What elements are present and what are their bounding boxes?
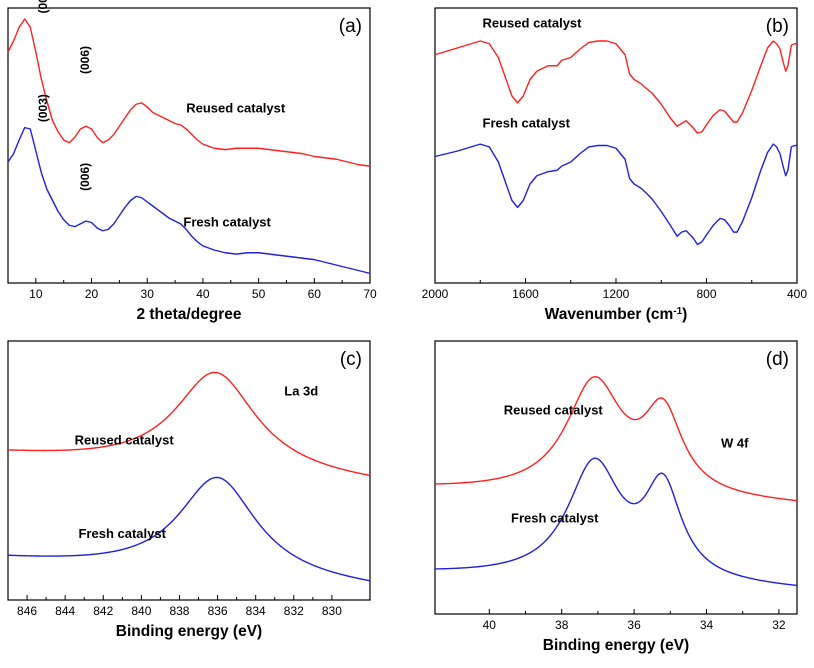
series-label: Fresh catalyst [483, 116, 571, 131]
x-tick-label: 832 [284, 604, 304, 618]
x-axis-label: Wavenumber (cm-1) [545, 306, 688, 324]
panel-a: 10 20 30 40 50 60 70 2 theta/degree (a) (003) (006… [7, 0, 377, 323]
panel-label: (b) [766, 16, 789, 37]
plot-frame [7, 340, 371, 601]
series-label: Reused catalyst [483, 15, 583, 30]
peak-index-label: (003) [36, 94, 50, 122]
panel-c: 846 844 842 840 838 836 834 832 830 Binding energ… [7, 340, 371, 640]
x-axis-label: 2 theta/degree [136, 306, 241, 323]
peak-index-label: (003) [36, 0, 50, 14]
x-tick-label: 40 [196, 287, 210, 301]
panel-label: (d) [766, 349, 789, 370]
panel-label: (c) [340, 349, 362, 370]
series-line-fresh [7, 126, 371, 275]
x-tick-label: 30 [141, 287, 155, 301]
x-tick-label: 842 [93, 604, 113, 618]
x-tick-label: 20 [85, 287, 99, 301]
plot-frame [434, 340, 798, 615]
series-label: Fresh catalyst [183, 215, 271, 230]
x-tick-label: 400 [787, 287, 807, 301]
x-tick-label: 38 [555, 618, 569, 632]
x-tick-label: 838 [169, 604, 189, 618]
x-tick-label: 844 [55, 604, 75, 618]
series-line-reused [7, 18, 371, 167]
x-tick-label: 70 [363, 287, 377, 301]
series-line-fresh [434, 143, 797, 246]
panel-b: 2000 1600 1200 800 400 Wavenumber (cm-1) (b) Re… [422, 7, 807, 324]
x-tick-label: 836 [208, 604, 228, 618]
series-line-fresh [434, 457, 798, 587]
series-label: Fresh catalyst [78, 526, 166, 541]
x-tick-label: 800 [696, 287, 716, 301]
x-tick-label: 840 [131, 604, 151, 618]
series-line-reused [434, 40, 797, 134]
x-tick-label: 34 [700, 618, 714, 632]
peak-index-label: (006) [78, 46, 92, 74]
element-annotation: La 3d [284, 383, 318, 398]
series-line-fresh [7, 476, 371, 582]
x-axis-label-superscript: -1 [673, 306, 682, 317]
series-label: Reused catalyst [186, 101, 286, 116]
peak-index-label: (006) [78, 163, 92, 191]
x-tick-label: 36 [627, 618, 641, 632]
panel-d: 40 38 36 34 32 Binding energy (eV) (d) Reused c… [434, 340, 798, 654]
x-tick-label: 10 [29, 287, 43, 301]
panel-label: (a) [339, 16, 362, 37]
plot-frame [7, 7, 371, 284]
x-tick-label: 32 [772, 618, 786, 632]
plot-frame [434, 7, 798, 284]
x-tick-label: 846 [17, 604, 37, 618]
x-tick-label: 830 [322, 604, 342, 618]
series-label: Reused catalyst [75, 433, 175, 448]
x-tick-label: 2000 [422, 287, 449, 301]
x-axis-label: Binding energy (eV) [543, 637, 689, 654]
x-tick-label: 1200 [603, 287, 630, 301]
element-annotation: W 4f [721, 435, 749, 450]
series-label: Reused catalyst [504, 403, 604, 418]
x-tick-label: 1600 [512, 287, 539, 301]
x-tick-label: 60 [308, 287, 322, 301]
series-line-reused [7, 371, 371, 477]
x-tick-label: 50 [252, 287, 266, 301]
x-tick-label: 834 [246, 604, 266, 618]
series-label: Fresh catalyst [511, 511, 599, 526]
x-axis-label: Binding energy (eV) [116, 623, 262, 640]
x-tick-label: 40 [483, 618, 497, 632]
x-axis-label-suffix: ) [682, 306, 687, 323]
series-line-reused [434, 376, 798, 502]
